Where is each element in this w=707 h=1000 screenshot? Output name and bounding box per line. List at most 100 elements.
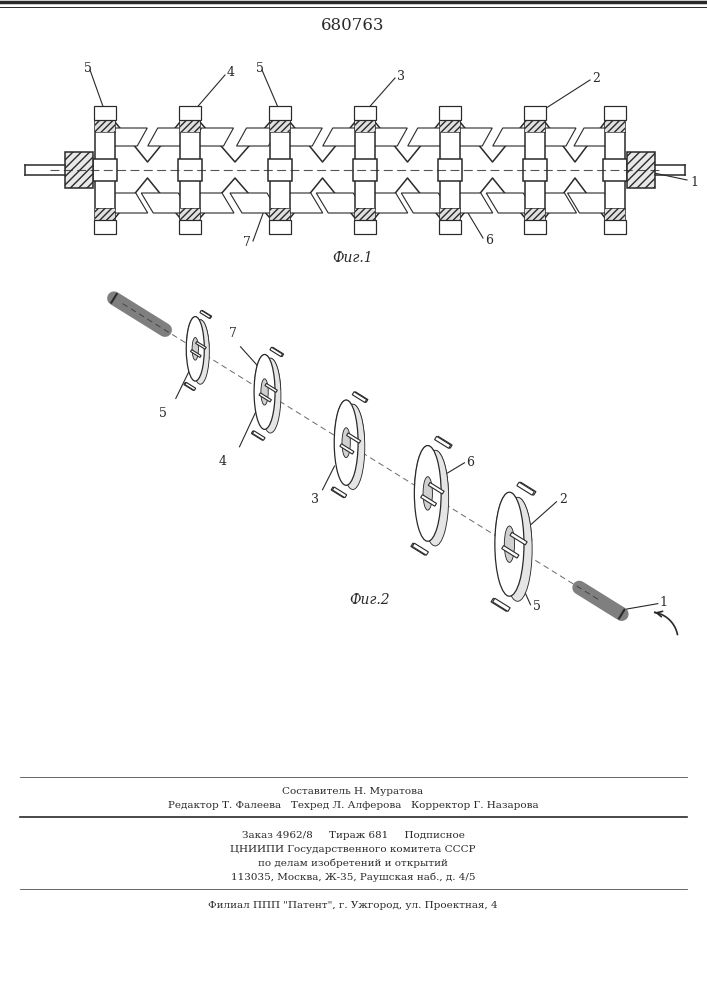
Bar xyxy=(525,120,545,132)
Bar xyxy=(604,106,626,120)
Text: 3: 3 xyxy=(397,70,405,83)
Text: 6: 6 xyxy=(485,233,493,246)
Text: Составитель Н. Муратова: Составитель Н. Муратова xyxy=(282,787,423,796)
Polygon shape xyxy=(366,128,407,146)
Polygon shape xyxy=(510,532,527,545)
Bar xyxy=(180,120,200,132)
Polygon shape xyxy=(486,193,535,213)
Polygon shape xyxy=(237,128,279,146)
Ellipse shape xyxy=(192,320,209,384)
Bar xyxy=(180,120,200,220)
Ellipse shape xyxy=(186,317,204,381)
Polygon shape xyxy=(527,193,576,213)
Polygon shape xyxy=(495,492,532,541)
Polygon shape xyxy=(280,128,322,146)
Polygon shape xyxy=(375,178,440,218)
Text: 7: 7 xyxy=(228,327,236,340)
Bar xyxy=(354,220,376,234)
Polygon shape xyxy=(184,382,194,390)
Bar xyxy=(440,120,460,220)
Bar xyxy=(439,106,461,120)
Polygon shape xyxy=(334,400,365,440)
Text: Заказ 4962/8     Тираж 681     Подписное: Заказ 4962/8 Тираж 681 Подписное xyxy=(242,831,464,840)
Text: Редактор Т. Фалеева   Техред Л. Алферова   Корректор Г. Назарова: Редактор Т. Фалеева Техред Л. Алферова К… xyxy=(168,801,538,810)
Polygon shape xyxy=(346,433,361,443)
Bar xyxy=(438,159,462,181)
Polygon shape xyxy=(574,128,616,146)
Bar xyxy=(270,208,290,220)
Polygon shape xyxy=(200,178,270,218)
Text: Фиг.1: Фиг.1 xyxy=(333,251,373,265)
Polygon shape xyxy=(274,193,323,213)
Ellipse shape xyxy=(422,450,449,546)
Polygon shape xyxy=(414,446,448,491)
Polygon shape xyxy=(493,598,510,611)
Polygon shape xyxy=(493,128,534,146)
Bar xyxy=(605,208,625,220)
Bar xyxy=(440,208,460,220)
Ellipse shape xyxy=(414,446,441,541)
Ellipse shape xyxy=(341,404,365,489)
Bar xyxy=(269,220,291,234)
Polygon shape xyxy=(332,487,346,498)
Ellipse shape xyxy=(260,358,281,433)
Polygon shape xyxy=(460,178,525,218)
Polygon shape xyxy=(196,341,206,349)
Bar xyxy=(524,220,546,234)
Polygon shape xyxy=(99,193,148,213)
Text: по делам изобретений и открытий: по делам изобретений и открытий xyxy=(258,859,448,868)
Text: 5: 5 xyxy=(532,600,540,613)
Ellipse shape xyxy=(261,379,268,405)
Bar xyxy=(94,220,116,234)
Text: 6: 6 xyxy=(467,456,474,469)
Polygon shape xyxy=(568,193,617,213)
Polygon shape xyxy=(435,436,450,448)
Polygon shape xyxy=(491,598,508,611)
Polygon shape xyxy=(271,347,284,357)
Polygon shape xyxy=(436,436,452,448)
Bar xyxy=(439,220,461,234)
Polygon shape xyxy=(412,543,428,555)
Ellipse shape xyxy=(495,492,524,596)
Polygon shape xyxy=(545,178,605,218)
Ellipse shape xyxy=(342,428,351,458)
Polygon shape xyxy=(331,487,346,498)
Bar xyxy=(353,159,377,181)
Ellipse shape xyxy=(254,354,275,429)
Polygon shape xyxy=(255,355,281,390)
Polygon shape xyxy=(290,122,355,162)
Bar xyxy=(95,120,115,220)
Polygon shape xyxy=(502,546,519,558)
Polygon shape xyxy=(534,128,576,146)
Ellipse shape xyxy=(334,400,358,485)
Polygon shape xyxy=(428,482,444,494)
Polygon shape xyxy=(421,495,436,506)
Polygon shape xyxy=(185,193,234,213)
Bar xyxy=(95,120,115,132)
Bar xyxy=(605,120,625,220)
Ellipse shape xyxy=(423,477,433,510)
Bar xyxy=(270,120,290,132)
Text: 4: 4 xyxy=(218,455,226,468)
Polygon shape xyxy=(354,392,368,402)
Polygon shape xyxy=(358,193,408,213)
Text: 3: 3 xyxy=(310,493,318,506)
Bar xyxy=(65,152,93,188)
Text: 113035, Москва, Ж-35, Раушская наб., д. 4/5: 113035, Москва, Ж-35, Раушская наб., д. … xyxy=(230,873,475,882)
Polygon shape xyxy=(200,122,270,162)
Bar xyxy=(525,208,545,220)
Polygon shape xyxy=(148,128,189,146)
Polygon shape xyxy=(290,178,355,218)
Polygon shape xyxy=(185,382,196,390)
Polygon shape xyxy=(252,431,264,440)
Bar xyxy=(269,106,291,120)
Ellipse shape xyxy=(503,497,532,601)
Polygon shape xyxy=(252,431,265,440)
Bar xyxy=(93,159,117,181)
Bar xyxy=(440,120,460,132)
Text: 1: 1 xyxy=(690,176,698,188)
Text: 5: 5 xyxy=(84,62,92,75)
Bar xyxy=(525,120,545,220)
Polygon shape xyxy=(450,128,492,146)
Polygon shape xyxy=(460,122,525,162)
